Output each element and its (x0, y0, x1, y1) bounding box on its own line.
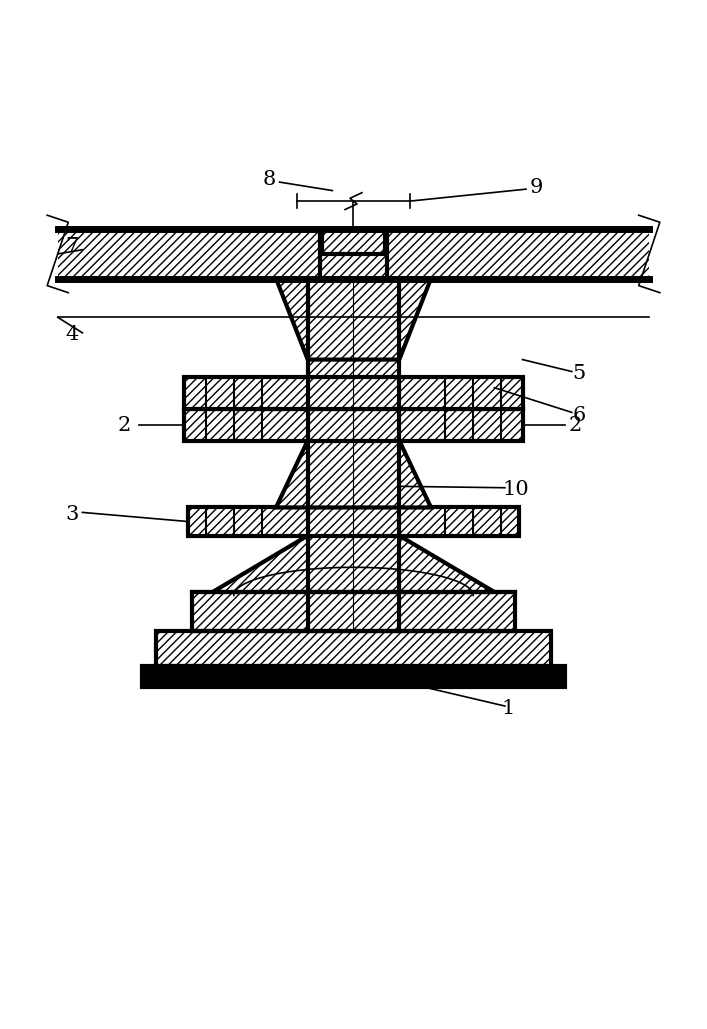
Text: 2: 2 (118, 416, 132, 434)
Polygon shape (58, 229, 649, 279)
Polygon shape (185, 378, 522, 409)
Polygon shape (188, 507, 519, 536)
Text: 5: 5 (572, 364, 585, 383)
Polygon shape (322, 229, 385, 254)
Polygon shape (213, 536, 494, 592)
Polygon shape (156, 631, 551, 666)
Text: 9: 9 (530, 178, 543, 197)
Polygon shape (185, 409, 522, 440)
Bar (142, 666, 565, 687)
Polygon shape (276, 279, 431, 359)
Bar (320, 229, 387, 279)
Text: 8: 8 (262, 171, 276, 189)
Text: 10: 10 (502, 481, 529, 499)
Text: 4: 4 (65, 325, 78, 345)
Text: 1: 1 (502, 699, 515, 717)
Text: 7: 7 (65, 238, 78, 256)
Text: 3: 3 (65, 505, 78, 524)
Polygon shape (308, 279, 399, 631)
Text: 2: 2 (568, 416, 582, 434)
Polygon shape (276, 440, 431, 507)
Text: 6: 6 (572, 406, 585, 425)
Polygon shape (192, 592, 515, 631)
